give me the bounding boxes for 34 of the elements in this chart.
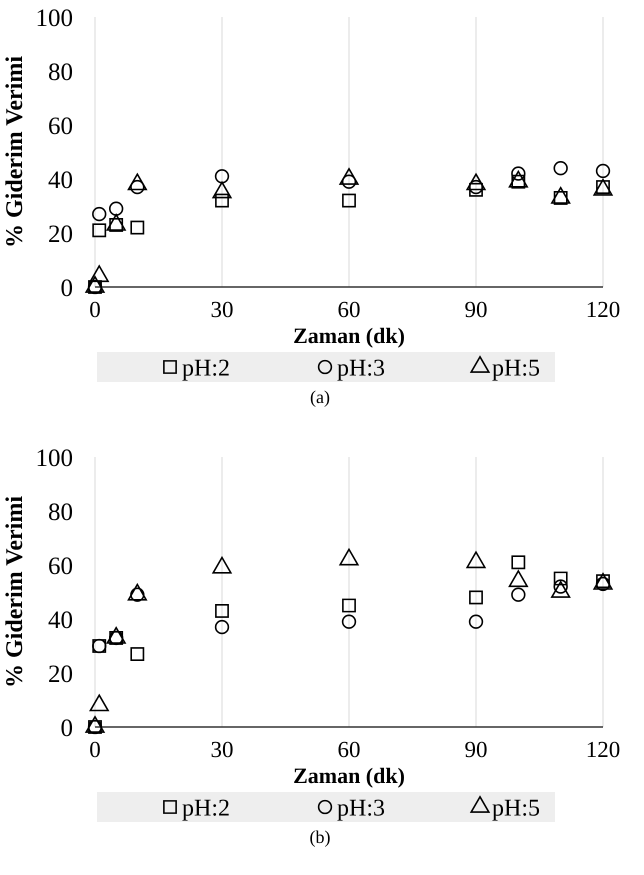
y-tick-label: 20 xyxy=(48,220,73,248)
y-axis-title: % Giderim Verimi xyxy=(2,496,28,688)
y-axis-title: % Giderim Verimi xyxy=(2,56,28,248)
x-tick-label: 30 xyxy=(210,737,234,762)
y-tick-label: 0 xyxy=(60,274,73,302)
y-tick-label: 60 xyxy=(48,112,73,140)
x-tick-label: 60 xyxy=(338,737,360,762)
x-tick-label: 30 xyxy=(210,297,234,322)
legend-label: pH:3 xyxy=(337,355,385,382)
text: (a) xyxy=(310,387,330,407)
x-tick-label: 120 xyxy=(586,297,620,322)
y-tick-label: 100 xyxy=(36,4,73,32)
x-tick-label: 0 xyxy=(89,737,101,762)
y-tick-label: 40 xyxy=(48,606,73,634)
x-tick-label: 120 xyxy=(586,737,620,762)
y-tick-label: 40 xyxy=(48,166,73,194)
x-tick-label: 90 xyxy=(464,737,488,762)
x-axis-title: Zaman (dk) xyxy=(293,763,405,788)
legend-label: pH:3 xyxy=(337,795,385,822)
y-tick-label: 0 xyxy=(60,714,73,742)
legend-label: pH:5 xyxy=(492,355,540,382)
x-tick-label: 90 xyxy=(464,297,488,322)
text: (b) xyxy=(310,827,330,847)
y-tick-label: 20 xyxy=(48,660,73,688)
y-tick-label: 100 xyxy=(36,444,73,472)
legend-label: pH:5 xyxy=(492,795,540,822)
legend-label: pH:2 xyxy=(182,795,230,822)
x-tick-label: 60 xyxy=(338,297,360,322)
y-tick-label: 80 xyxy=(48,498,73,526)
y-tick-label: 60 xyxy=(48,552,73,580)
x-tick-label: 0 xyxy=(89,297,101,322)
legend-label: pH:2 xyxy=(182,355,230,382)
y-tick-label: 80 xyxy=(48,58,73,86)
x-axis-title: Zaman (dk) xyxy=(293,323,405,348)
